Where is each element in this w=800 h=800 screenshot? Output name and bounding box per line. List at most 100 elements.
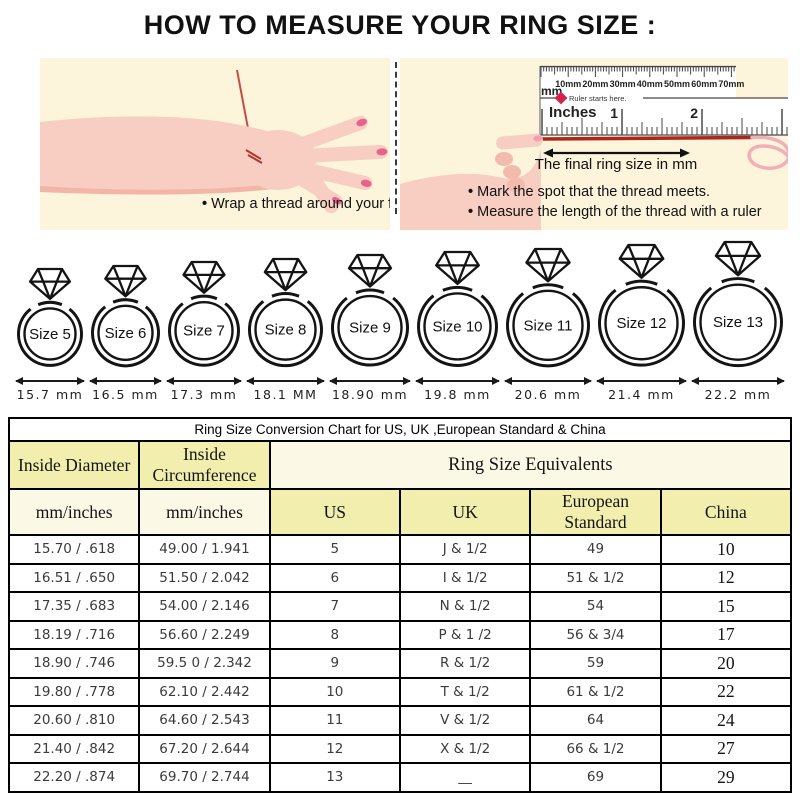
ring-size-item: Size 5 15.7 mm <box>14 267 86 402</box>
mm-scale-label: 20mm <box>582 79 608 89</box>
diameter-arrow <box>89 377 162 385</box>
cell-china: 27 <box>659 733 793 764</box>
ring-size-item: Size 7 17.3 mm <box>165 260 243 402</box>
subheader-us: US <box>268 488 401 536</box>
cell-us: 9 <box>268 648 401 679</box>
cell-diameter: 22.20 / .874 <box>7 762 141 793</box>
arm-shape <box>40 116 309 192</box>
ring-diameter-mm: 18.1 MM <box>253 387 318 402</box>
cell-circumference: 67.20 / 2.644 <box>138 733 271 764</box>
diamond-icon <box>525 247 571 283</box>
table-row: 18.90 / .746 59.5 0 / 2.342 9 R & 1/2 59 20 <box>7 648 793 679</box>
cell-us: 11 <box>268 705 401 736</box>
cell-us: 5 <box>268 534 401 565</box>
diameter-arrow <box>415 377 500 385</box>
diameter-arrow <box>329 377 411 385</box>
subheader-uk: UK <box>398 488 532 536</box>
ring-diameter-mm: 15.7 mm <box>16 387 84 402</box>
mm-scale-label: 60mm <box>691 79 717 89</box>
diamond-icon <box>714 240 762 277</box>
cell-china: 17 <box>659 619 793 650</box>
cell-us: 12 <box>268 733 401 764</box>
nail <box>356 118 367 127</box>
cell-us: 8 <box>268 619 401 650</box>
table-title: Ring Size Conversion Chart for US, UK ,E… <box>8 417 792 442</box>
panel-divider <box>395 62 397 214</box>
cell-us: 10 <box>268 676 401 707</box>
table-row: 18.19 / .716 56.60 / 2.249 8 P & 1 /2 56 & 3… <box>7 619 793 650</box>
mm-scale-label: 50mm <box>664 79 690 89</box>
cell-uk: T & 1/2 <box>398 676 532 707</box>
ring-size-label: Size 10 <box>432 318 482 335</box>
cell-china: 22 <box>659 676 793 707</box>
mm-scale-label: 10mm <box>555 79 581 89</box>
hand-thread-illustration <box>40 69 388 214</box>
middle-finger <box>295 144 388 163</box>
table-row: 15.70 / .618 49.00 / 1.941 5 J & 1/2 49 10 <box>7 534 793 565</box>
cell-uk: __ <box>398 762 532 793</box>
ring-size-label: Size 13 <box>713 314 763 331</box>
ring-diameter-mm: 20.6 mm <box>514 387 582 402</box>
ring-size-item: Size 13 22.2 mm <box>690 240 786 402</box>
diameter-arrow <box>596 377 687 385</box>
inches-label: Inches <box>549 104 597 121</box>
thread-loop <box>747 135 788 170</box>
mm-scale-label: 40mm <box>637 79 663 89</box>
ring-size-label: Size 12 <box>616 315 666 332</box>
diamond-ring-icon: Size 9 <box>331 253 409 367</box>
ring-size-label: Size 5 <box>29 326 71 343</box>
final-size-arrow-label: The final ring size in mm <box>535 156 698 173</box>
nail <box>376 148 388 156</box>
instruction-wrap-thread: Wrap a thread around your finger <box>202 196 390 212</box>
cell-diameter: 19.80 / .778 <box>7 676 141 707</box>
cell-diameter: 15.70 / .618 <box>7 534 141 565</box>
diamond-ring-icon: Size 7 <box>168 260 240 367</box>
diamond-ring-icon: Size 8 <box>248 257 323 368</box>
instruction-item: Measure the length of the thread with a … <box>468 204 762 220</box>
diamond-icon <box>182 260 226 294</box>
cell-china: 24 <box>659 705 793 736</box>
diamond-ring-icon: Size 12 <box>598 243 685 367</box>
ring-size-label: Size 7 <box>183 323 225 340</box>
cell-uk: X & 1/2 <box>398 733 532 764</box>
cell-circumference: 69.70 / 2.744 <box>138 762 271 793</box>
diamond-icon <box>104 264 147 298</box>
cell-european: 56 & 3/4 <box>529 619 662 650</box>
ring-size-label: Size 8 <box>265 322 307 339</box>
inch-number: 2 <box>690 105 698 121</box>
table-row: 17.35 / .683 54.00 / 2.146 7 N & 1/2 54 15 <box>7 591 793 622</box>
subheader-european-standard: European Standard <box>529 488 662 536</box>
nail <box>360 179 372 187</box>
ring-diameter-mm: 21.4 mm <box>608 387 675 402</box>
cell-european: 59 <box>529 648 662 679</box>
arm-shade <box>40 181 293 195</box>
knuckle <box>503 165 521 179</box>
cell-uk: I & 1/2 <box>398 562 532 593</box>
cell-china: 10 <box>659 534 793 565</box>
diamond-icon <box>435 250 480 286</box>
diamond-ring-icon: Size 11 <box>506 247 590 368</box>
ring-finger <box>292 160 373 191</box>
cell-diameter: 18.19 / .716 <box>7 619 141 650</box>
thread-wrap <box>245 149 263 164</box>
cell-uk: N & 1/2 <box>398 591 532 622</box>
ring-size-item: Size 12 21.4 mm <box>595 243 688 402</box>
pointing-finger <box>496 133 543 150</box>
ring-size-item: Size 10 19.8 mm <box>414 250 501 402</box>
diamond-ring-icon: Size 13 <box>693 240 783 368</box>
ruler-mm-body <box>540 66 736 98</box>
diamond-icon <box>263 257 308 292</box>
diamond-ring-icon: Size 10 <box>417 250 498 367</box>
conversion-table: Ring Size Conversion Chart for US, UK ,E… <box>7 417 793 793</box>
ring-diameter-mm: 17.3 mm <box>170 387 238 402</box>
header-inside-diameter: Inside Diameter <box>7 440 141 490</box>
mm-scale-label: 70mm <box>718 79 744 89</box>
ring-size-label: Size 9 <box>349 320 391 337</box>
ring-size-item: Size 8 18.1 MM <box>245 257 326 402</box>
cell-diameter: 17.35 / .683 <box>7 591 141 622</box>
cell-us: 6 <box>268 562 401 593</box>
diamond-ring-icon: Size 6 <box>91 264 160 368</box>
cell-diameter: 18.90 / .746 <box>7 648 141 679</box>
cell-china: 15 <box>659 591 793 622</box>
